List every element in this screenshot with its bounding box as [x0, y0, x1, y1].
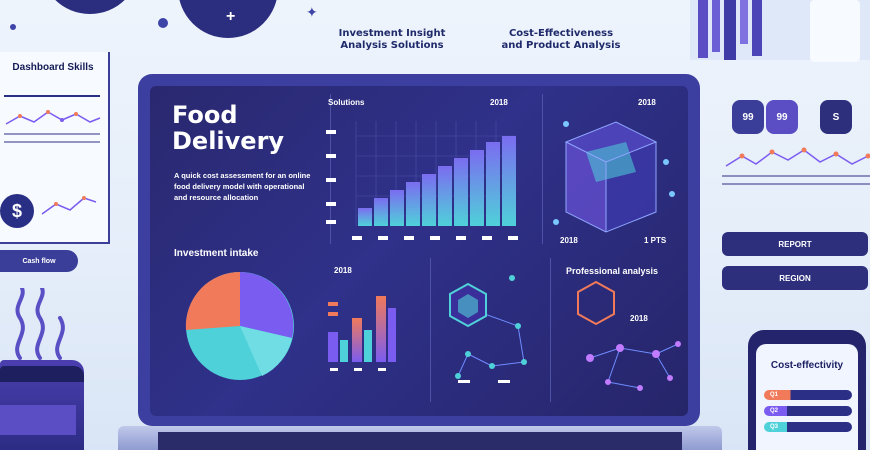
- report-button[interactable]: REPORT: [722, 232, 868, 256]
- bar: [502, 136, 516, 226]
- cube-label-left: 2018: [560, 236, 578, 245]
- bar: [454, 158, 468, 226]
- bar: [470, 150, 484, 226]
- cash-flow-pill[interactable]: Cash flow: [0, 250, 78, 272]
- screen-divider: [550, 258, 551, 402]
- pie-chart: [185, 272, 294, 380]
- cube-label-right: 1 PTS: [644, 236, 667, 245]
- network-tick: 2018: [630, 314, 648, 323]
- network-graph-icon: [577, 280, 681, 391]
- cube-panel-year: 2018: [638, 98, 656, 107]
- sparkle-icon: ✦: [306, 4, 318, 20]
- coffee-cup-lid: [0, 366, 84, 382]
- headline-investment: Investment Insight Analysis Solutions: [338, 28, 446, 51]
- top-decor-circle-left: [40, 0, 140, 14]
- chat-bubble-icon: S: [820, 100, 852, 134]
- bar: [406, 182, 420, 226]
- laptop-keyboard: [158, 432, 682, 450]
- phone-title: Cost-effectivity: [770, 360, 844, 371]
- screen-divider: [330, 94, 331, 244]
- phone-progress-bar: Q2: [764, 406, 852, 416]
- left-panel-title: Dashboard Skills: [12, 62, 94, 73]
- mini-bar-year: 2018: [334, 266, 352, 275]
- bar: [358, 208, 372, 226]
- screen-divider: [430, 258, 431, 402]
- steam-icon: [15, 288, 65, 360]
- headline-cost-effectiveness: Cost-Effectiveness and Product Analysis: [501, 28, 621, 51]
- section-title: Investment intake: [174, 248, 259, 259]
- bar: [422, 174, 436, 226]
- chat-bubble-icon: 99: [766, 100, 798, 134]
- bar: [390, 190, 404, 226]
- screen-description: A quick cost assessment for an online fo…: [174, 171, 311, 202]
- right-line-chart: [722, 147, 870, 185]
- chat-bubble-icon: 99: [732, 100, 764, 134]
- plus-icon: +: [226, 8, 236, 25]
- bar: [374, 198, 388, 226]
- coffee-cup-band: [0, 405, 76, 435]
- cube-icon: [553, 121, 675, 233]
- bar-chart-title: Solutions: [328, 98, 365, 107]
- mini-bar-chart: [328, 296, 396, 371]
- screen-divider: [542, 94, 543, 244]
- main-bar-chart: [326, 121, 518, 240]
- bar: [486, 142, 500, 226]
- dot-decor: [158, 18, 168, 28]
- network-title: Professional analysis: [566, 266, 659, 276]
- left-mini-line: [41, 196, 97, 215]
- dollar-coin-icon: $: [0, 194, 34, 228]
- left-line-chart: [4, 95, 101, 143]
- dot-decor: [10, 24, 16, 30]
- hexagon-node-icon: [449, 275, 527, 383]
- screen-title: Food Delivery: [172, 101, 285, 155]
- phone-progress-bar: Q3: [764, 422, 852, 432]
- bar: [438, 166, 452, 226]
- bar-chart-year: 2018: [490, 98, 508, 107]
- region-button[interactable]: REGION: [722, 266, 868, 290]
- top-right-bar-decor: [690, 0, 870, 62]
- phone-progress-bar: Q1: [764, 390, 852, 400]
- laptop-screen: Food Delivery A quick cost assessment for…: [150, 86, 688, 416]
